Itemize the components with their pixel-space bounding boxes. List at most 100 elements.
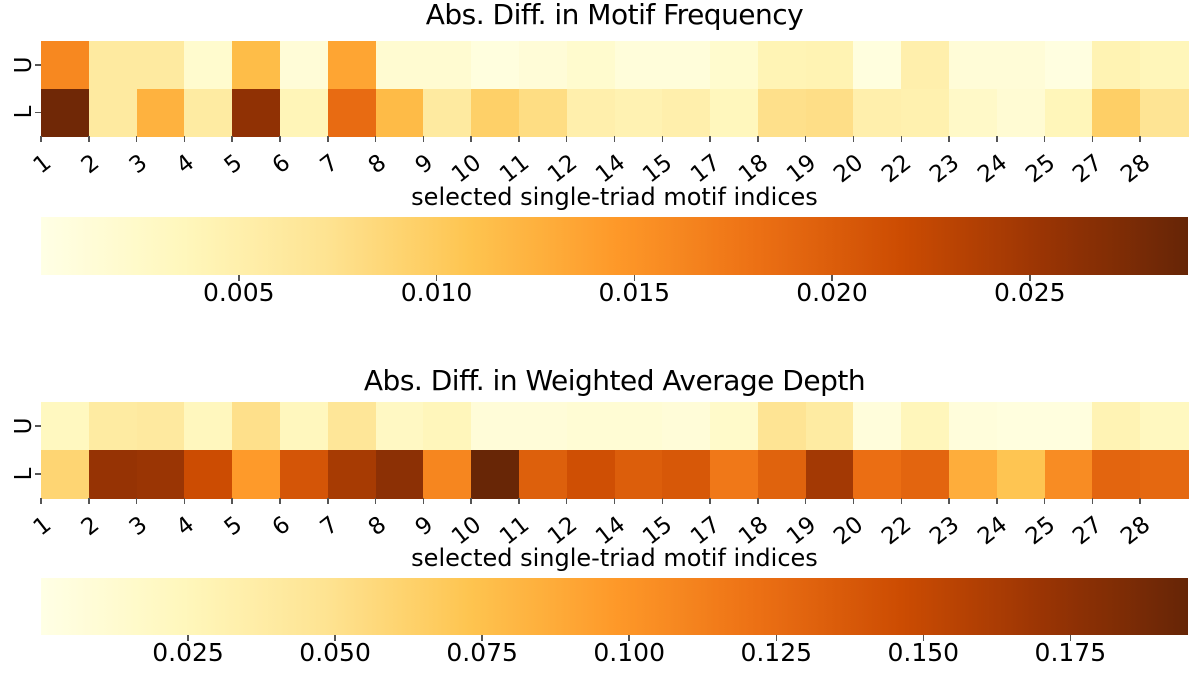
x-tick-mark [1139, 498, 1141, 504]
x-tick-mark [709, 136, 711, 142]
heatmap-cell [853, 88, 902, 137]
heatmap-cell [1140, 88, 1189, 137]
heatmap-cell [996, 450, 1046, 499]
colorbar-tick-mark [435, 275, 438, 281]
heatmap-cell [1044, 402, 1094, 451]
x-tick-mark [374, 498, 377, 504]
heatmap-cell [88, 41, 138, 90]
heatmap-cell [184, 41, 233, 90]
heatmap-cell [375, 450, 424, 499]
heatmap-cell [423, 402, 472, 451]
heatmap-cell [279, 402, 329, 451]
heatmap-cell [805, 450, 855, 499]
colorbar-tick-label: 0.075 [446, 638, 518, 667]
colorbar-tick-label: 0.020 [796, 278, 868, 307]
colorbar-tick-label: 0.015 [598, 278, 671, 307]
x-tick-mark [900, 498, 902, 504]
heatmap-cell [88, 88, 138, 137]
heatmap-cell [1140, 41, 1189, 90]
heatmap-cell [136, 450, 185, 499]
heatmap-cell [901, 41, 950, 90]
x-tick-mark [852, 136, 855, 142]
colorbar-tick-mark [481, 635, 483, 641]
x-tick-mark [40, 498, 42, 504]
heatmap-cell [757, 41, 807, 90]
x-axis-label: selected single-triad motif indices [411, 544, 818, 572]
colorbar [41, 578, 1188, 635]
colorbar-tick-label: 0.005 [202, 278, 275, 307]
x-tick-mark [565, 498, 568, 504]
heatmap-cell [1092, 88, 1141, 137]
heatmap-cell [518, 88, 568, 137]
heatmap-cell [805, 402, 855, 451]
heatmap-cell [949, 41, 998, 90]
heatmap-cell [375, 402, 424, 451]
x-tick-mark [231, 498, 233, 504]
heatmap-cell [184, 402, 233, 451]
x-tick-mark [88, 136, 90, 142]
colorbar-tick-mark [775, 635, 777, 641]
x-tick-mark [327, 498, 329, 504]
x-tick-mark [422, 136, 425, 142]
heatmap-cell [136, 88, 185, 137]
heatmap-cell [853, 41, 902, 90]
colorbar-tick-mark [831, 275, 833, 281]
heatmap-cell [1044, 450, 1094, 499]
heatmap-cell [949, 450, 998, 499]
x-tick-mark [135, 136, 138, 142]
heatmap-cell [232, 450, 281, 499]
heatmap-cell [423, 88, 472, 137]
heatmap-cell [184, 88, 233, 137]
heatmap-cell [471, 88, 520, 137]
x-tick-mark [1043, 498, 1046, 504]
colorbar-tick-label: 0.100 [593, 638, 665, 667]
x-tick-mark [804, 136, 807, 142]
colorbar-tick-mark [238, 275, 240, 281]
y-tick-mark [35, 425, 41, 427]
heatmap-cell [566, 88, 616, 137]
heatmap-cell [136, 402, 185, 451]
x-tick-mark [852, 498, 855, 504]
x-tick-mark [374, 136, 377, 142]
x-tick-mark [88, 498, 90, 504]
heatmap-cell [1044, 88, 1094, 137]
heatmap-cell [662, 88, 711, 137]
panel-title: Abs. Diff. in Motif Frequency [425, 0, 804, 31]
colorbar-tick-mark [1069, 635, 1072, 641]
heatmap-cell [853, 402, 902, 451]
heatmap-cell [1092, 402, 1141, 451]
heatmap-cell [184, 450, 233, 499]
heatmap-cell [88, 402, 138, 451]
heatmap-cell [710, 41, 759, 90]
colorbar-tick-label: 0.025 [993, 278, 1066, 307]
heatmap-cell [471, 402, 520, 451]
colorbar-tick-label: 0.025 [152, 638, 224, 667]
x-tick-mark [661, 136, 664, 142]
x-axis-label: selected single-triad motif indices [411, 183, 818, 211]
heatmap-cell [518, 450, 568, 499]
x-tick-mark [565, 136, 568, 142]
y-tick-label: U [11, 56, 37, 74]
heatmap-cell [471, 450, 520, 499]
heatmap-cell [901, 402, 950, 451]
heatmap-cell [805, 41, 855, 90]
colorbar-tick-mark [922, 635, 925, 641]
x-tick-mark [1091, 498, 1094, 504]
colorbar-tick-mark [628, 635, 630, 641]
x-tick-mark [231, 136, 233, 142]
heatmap-cell [757, 402, 807, 451]
heatmap-cell [805, 88, 855, 137]
x-tick-mark [709, 498, 711, 504]
x-tick-mark [1091, 136, 1094, 142]
colorbar-tick-label: 0.125 [740, 638, 813, 667]
x-tick-mark [518, 136, 520, 142]
heatmap-cell [279, 450, 329, 499]
heatmap-cell [41, 450, 90, 499]
colorbar-tick-mark [187, 635, 189, 641]
heatmap-cell [996, 41, 1046, 90]
heatmap-cell [566, 402, 616, 451]
panel-title: Abs. Diff. in Weighted Average Depth [363, 364, 866, 397]
heatmap-cell [41, 41, 90, 90]
heatmap-cell [757, 88, 807, 137]
